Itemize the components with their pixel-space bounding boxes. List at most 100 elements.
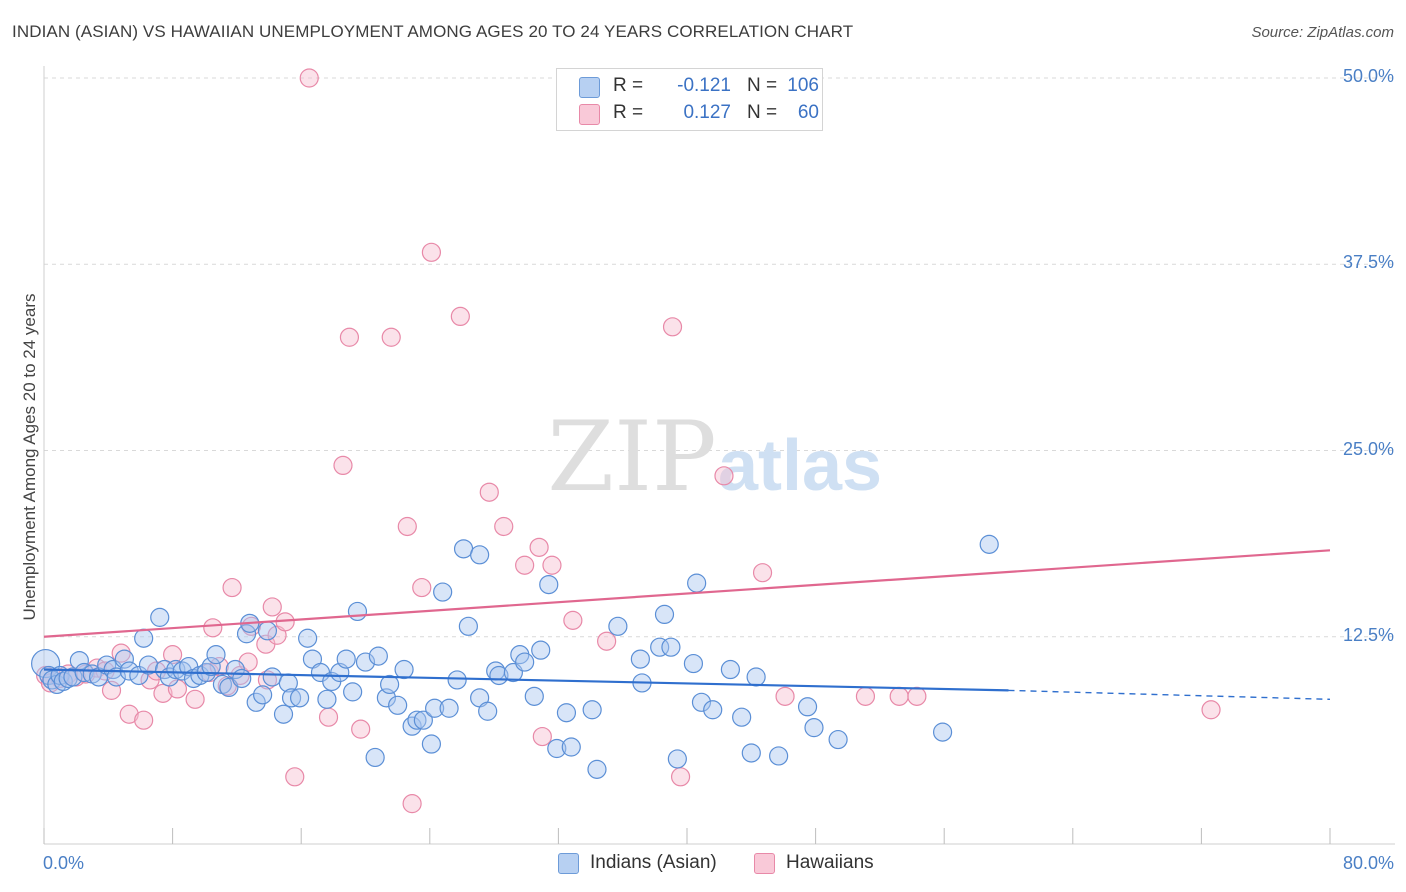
indians-asian-point xyxy=(298,628,318,648)
hawaiians-point xyxy=(339,327,360,347)
y-tick-label: 50.0% xyxy=(1342,66,1394,86)
indians-asian-point xyxy=(289,688,310,708)
indians-asian-point xyxy=(281,688,302,708)
hawaiians-point xyxy=(855,686,876,706)
hawaiians-point xyxy=(381,327,401,347)
indians-asian-point xyxy=(458,616,478,636)
grid-lines xyxy=(44,77,1395,638)
indians-asian-point xyxy=(150,607,170,627)
indians-asian-point xyxy=(365,747,385,768)
indians-asian-point xyxy=(421,734,442,754)
indians-asian-trend-extension xyxy=(1008,689,1331,701)
indians-asian-point xyxy=(561,737,581,757)
n-label: N = xyxy=(747,75,778,96)
hawaiians-point xyxy=(153,683,173,703)
indians-asian-point xyxy=(63,667,83,687)
indians-asian-point xyxy=(257,621,278,641)
hawaiians-point xyxy=(111,643,131,663)
indians-asian-point xyxy=(273,704,294,724)
indians-asian-point xyxy=(407,710,427,730)
indians-asian-point xyxy=(630,649,650,669)
indians-asian-point xyxy=(932,722,953,742)
hawaiians-point xyxy=(412,577,432,598)
legend-swatch-pink xyxy=(754,853,775,874)
indians-asian-point xyxy=(667,749,687,769)
indians-asian-point xyxy=(556,703,577,723)
y-tick-label: 25.0% xyxy=(1342,438,1394,459)
hawaiians-point xyxy=(563,610,583,630)
hawaiians-point xyxy=(479,482,499,502)
indians-asian-point xyxy=(439,698,459,718)
hawaiians-point xyxy=(889,686,909,706)
indians-asian-trend-line xyxy=(43,668,1009,692)
indians-asian-point xyxy=(741,743,761,763)
indians-asian-point xyxy=(232,668,252,689)
indians-asian-point xyxy=(608,616,628,636)
indians-asian-point xyxy=(433,582,453,602)
indians-asian-point xyxy=(253,685,273,705)
hawaiians-point xyxy=(333,455,353,475)
indians-asian-point xyxy=(138,655,159,675)
indians-asian-point xyxy=(703,700,723,720)
indians-asian-point xyxy=(236,624,257,644)
hawaiians-point xyxy=(542,555,562,575)
axes xyxy=(43,66,1395,845)
indians-asian-point xyxy=(769,746,789,766)
hawaiians-point xyxy=(402,794,422,814)
indians-asian-point xyxy=(425,698,445,718)
r-label: R = xyxy=(613,75,644,96)
hawaiians-point xyxy=(163,645,183,665)
indians-asian-point xyxy=(447,670,467,690)
indians-asian-point xyxy=(368,646,388,666)
watermark: ZIP atlas xyxy=(547,401,882,513)
r-label: R = xyxy=(613,102,644,123)
indians-asian-point xyxy=(246,692,266,712)
hawaiians-point xyxy=(421,242,442,262)
chart-title: INDIAN (ASIAN) VS HAWAIIAN UNEMPLOYMENT … xyxy=(12,22,854,41)
indians-asian-point xyxy=(582,700,602,720)
n-value: 106 xyxy=(787,75,819,96)
hawaiians-point xyxy=(318,707,339,727)
indians-asian-point xyxy=(661,637,681,657)
hawaiians-point xyxy=(222,577,242,598)
hawaiians-point xyxy=(185,689,205,709)
hawaiians-point xyxy=(775,686,795,706)
hawaiians-point xyxy=(714,466,734,486)
indians-asian-point xyxy=(979,534,999,554)
indians-asian-point xyxy=(74,662,94,683)
hawaiians-point xyxy=(670,767,691,787)
indians-asian-point xyxy=(797,697,818,717)
series-legend: Indians (Asian) Hawaiians xyxy=(0,850,1406,880)
legend-swatch-blue xyxy=(558,853,579,874)
indians-asian-point xyxy=(394,659,414,680)
indians-asian-point xyxy=(413,710,433,730)
hawaiians-point xyxy=(262,597,282,617)
indians-asian-point xyxy=(828,729,848,750)
indians-asian-point xyxy=(317,689,337,709)
hawaiians-point xyxy=(299,68,319,88)
y-tick-label: 37.5% xyxy=(1342,252,1394,273)
indians-asian-point xyxy=(388,695,408,715)
trend-lines xyxy=(43,549,1331,701)
n-label: N = xyxy=(747,102,778,123)
indians-asian-point xyxy=(720,659,741,680)
hawaiians-point xyxy=(203,618,223,638)
watermark-zip: ZIP xyxy=(547,401,716,513)
hawaiians-point xyxy=(450,306,470,326)
hawaiians-point xyxy=(1201,700,1221,720)
indians-asian-point xyxy=(262,667,282,687)
indians-asian-point xyxy=(380,674,400,695)
indians-asian-point xyxy=(336,649,356,669)
indians-asian-point xyxy=(547,738,567,759)
hawaiians-point xyxy=(351,719,371,739)
indians-asian-point xyxy=(470,545,490,565)
source-label: Source: ZipAtlas.com xyxy=(1251,24,1394,41)
indians-asian-point xyxy=(531,640,551,660)
indians-asian-point xyxy=(206,645,226,665)
indians-asian-points xyxy=(31,534,999,779)
indians-asian-point xyxy=(587,759,607,779)
legend-swatch-blue xyxy=(579,77,600,98)
hawaiians-point xyxy=(752,563,773,583)
x-tick-label-max: 80.0% xyxy=(1342,853,1394,873)
